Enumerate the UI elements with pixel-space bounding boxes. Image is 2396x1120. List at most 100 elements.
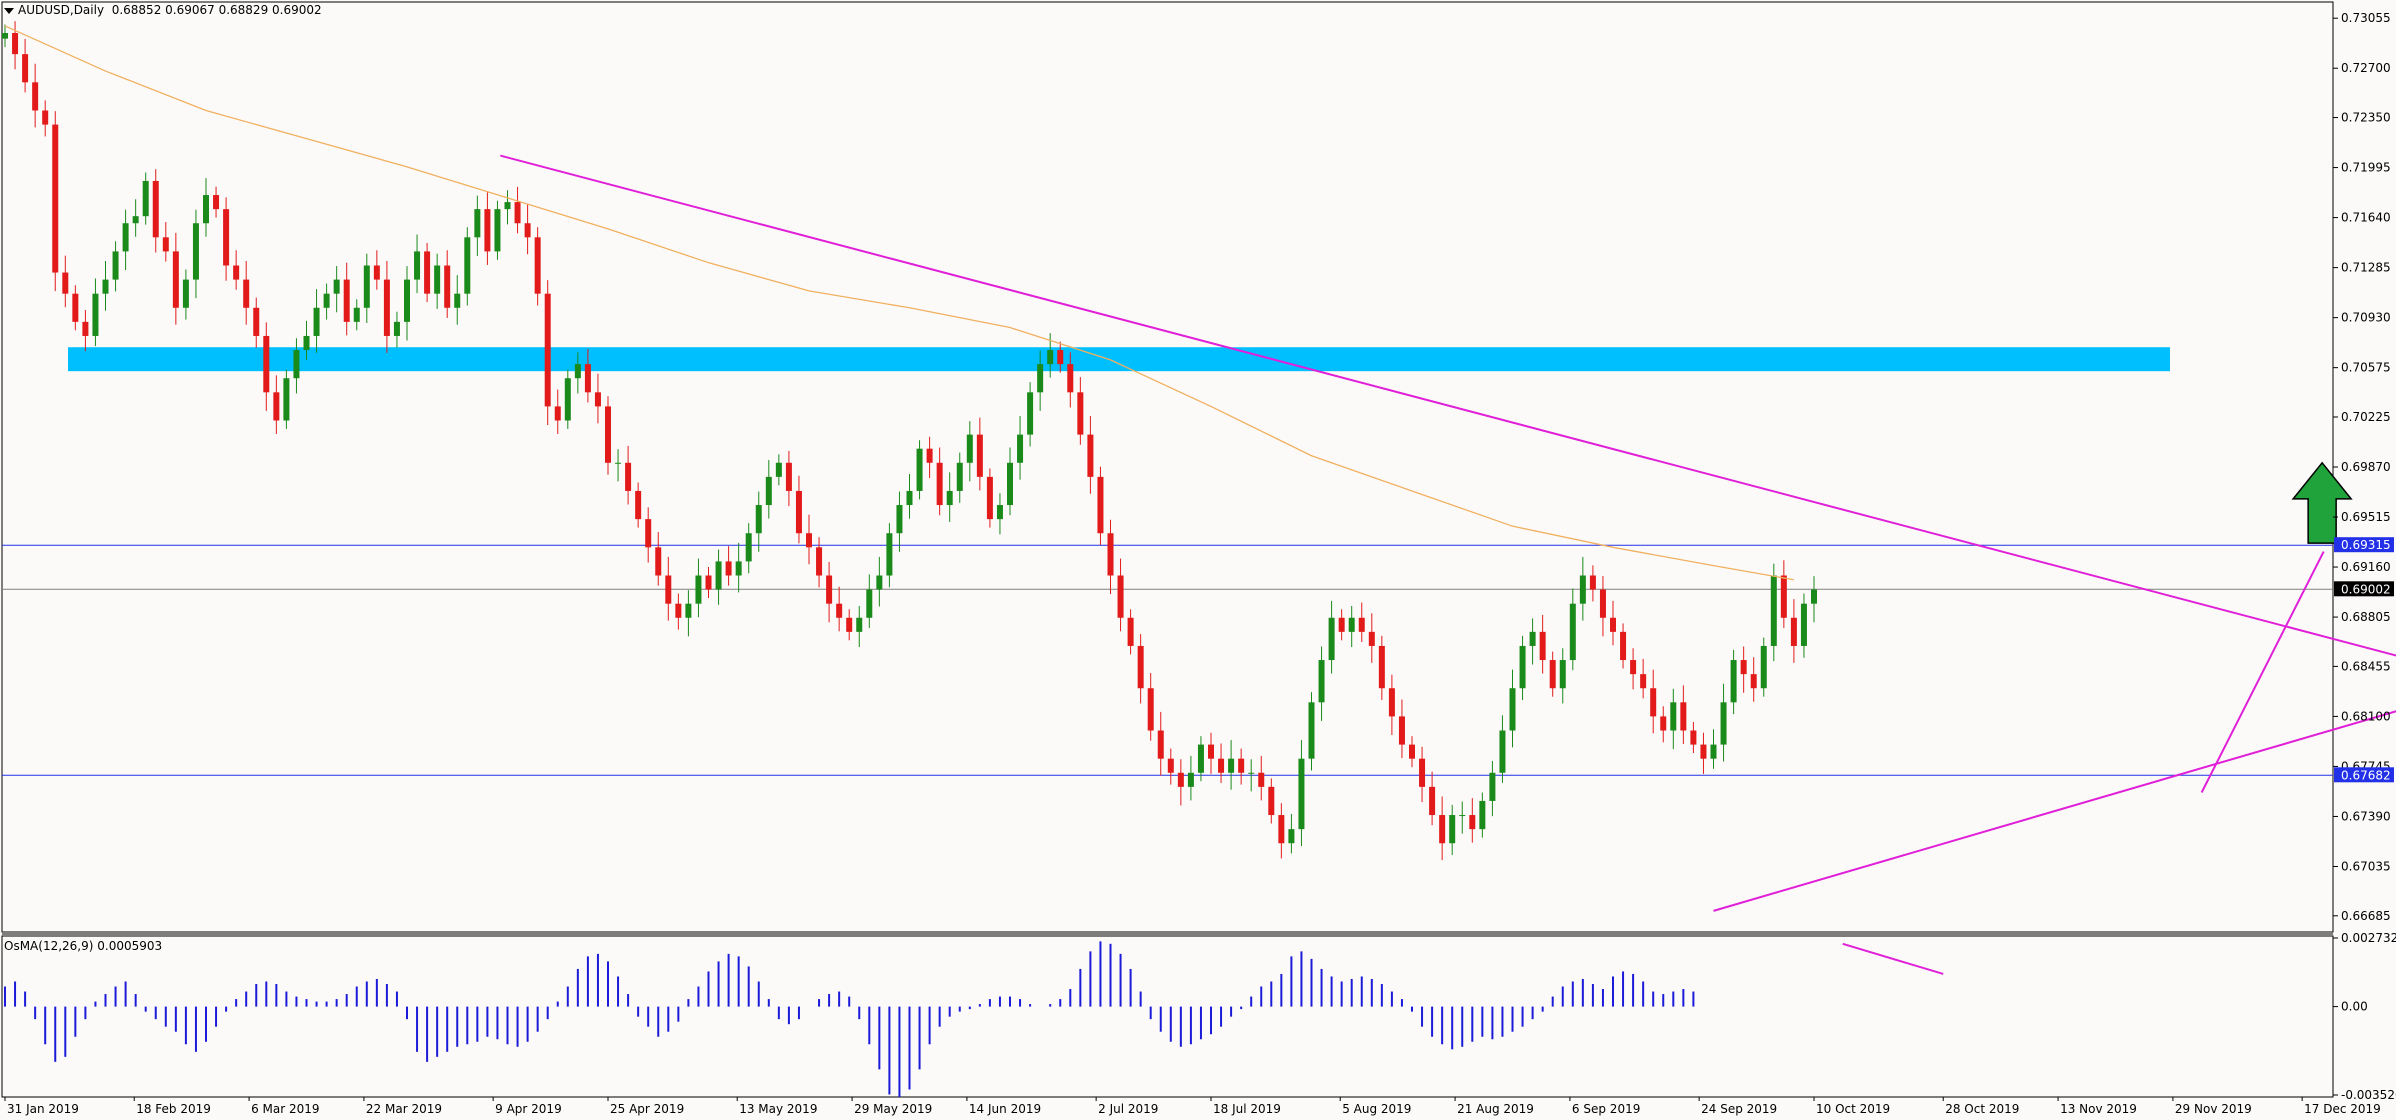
candle-body [1539, 631, 1546, 661]
candle-body [363, 265, 370, 308]
candle-body [172, 251, 179, 308]
y-tick-label: 0.70930 [2341, 311, 2391, 325]
candle-body [383, 279, 390, 336]
collapse-triangle-icon[interactable] [4, 7, 14, 14]
candle-body [1197, 744, 1204, 773]
candle-body [62, 272, 69, 294]
candle-body [675, 603, 682, 618]
candle-body [182, 279, 189, 308]
candle-body [233, 265, 240, 280]
candle-body [1750, 674, 1757, 689]
candle-body [1157, 730, 1164, 759]
candle-body [1660, 716, 1667, 731]
candle-body [263, 335, 270, 393]
candle-body [494, 209, 501, 252]
candle-body [574, 364, 581, 379]
osma-tick-label: -0.0035203 [2341, 1088, 2396, 1102]
candle-body [1378, 645, 1385, 689]
candle-body [253, 307, 260, 336]
price-panel-frame [1, 1, 2334, 933]
candle-body [1559, 660, 1566, 689]
x-tick-label: 18 Jul 2019 [1213, 1102, 1281, 1116]
candle-body [1248, 772, 1255, 774]
candle-body [775, 462, 782, 477]
candle-body [685, 603, 692, 618]
moving-average-line [4, 25, 1795, 581]
candle-body [1610, 617, 1616, 632]
candle-body [92, 293, 99, 336]
candle-body [846, 617, 853, 632]
candle-body [1358, 617, 1365, 632]
candle-body [605, 406, 611, 463]
candle-body [665, 575, 672, 604]
trendline-1 [1713, 710, 2396, 912]
x-tick-label: 21 Aug 2019 [1457, 1102, 1534, 1116]
candle-body [1640, 674, 1647, 689]
candle-body [705, 575, 712, 590]
candle-body [906, 490, 913, 506]
level-price-label-0: 0.69315 [2341, 538, 2391, 552]
x-tick-label: 28 Oct 2019 [1945, 1102, 2019, 1116]
candle-body [936, 462, 943, 506]
candle-body [12, 33, 19, 55]
candle-body [1127, 617, 1134, 646]
candle-body [32, 82, 39, 111]
candle-body [524, 223, 531, 238]
candle-body [1077, 392, 1084, 435]
candle-body [735, 561, 742, 576]
symbol-label: AUDUSD,Daily [18, 3, 105, 17]
candle-body [1419, 758, 1426, 787]
candle-body [1800, 603, 1807, 646]
candle-body [1097, 476, 1104, 534]
candle-body [1589, 575, 1596, 590]
candle-body [1047, 350, 1054, 365]
osma-divergence-line [1842, 942, 1944, 975]
candle-body [876, 575, 883, 590]
candle-body [956, 462, 963, 491]
candle-body [484, 209, 491, 252]
candle-body [42, 110, 49, 125]
candle-body [946, 490, 953, 506]
candle-body [1489, 772, 1496, 801]
candle-body [1620, 631, 1627, 661]
candle-body [1459, 815, 1466, 817]
candle-body [404, 279, 410, 322]
candle-body [1037, 364, 1044, 393]
candle-body [635, 490, 642, 520]
candle-body [795, 490, 802, 534]
candle-body [866, 589, 873, 618]
candle-body [504, 202, 511, 210]
candle-body [886, 533, 893, 576]
candle-body [715, 561, 722, 590]
candle-body [313, 307, 320, 336]
candle-body [745, 533, 752, 562]
candle-body [655, 547, 662, 576]
candle-body [303, 335, 310, 351]
candle-body [755, 505, 762, 534]
x-tick-label: 6 Mar 2019 [251, 1102, 319, 1116]
candle-body [353, 307, 360, 322]
candle-body [806, 533, 812, 548]
x-tick-label: 24 Sep 2019 [1701, 1102, 1777, 1116]
y-tick-label: 0.68100 [2341, 709, 2391, 723]
candle-body [645, 519, 652, 548]
candle-body [323, 293, 330, 308]
current-price-label-bg [2334, 581, 2394, 597]
candle-body [1680, 702, 1687, 731]
candle-body [926, 448, 933, 463]
candle-body [1177, 772, 1184, 787]
candle-body [1780, 575, 1787, 618]
candle-body [1167, 758, 1174, 773]
y-tick-label: 0.72700 [2341, 61, 2391, 75]
candle-body [584, 364, 591, 393]
candle-body [203, 195, 209, 224]
candle-body [816, 547, 823, 576]
y-tick-label: 0.72350 [2341, 111, 2391, 125]
level-price-label-0-bg [2334, 537, 2394, 553]
candle-body [1720, 702, 1727, 745]
candle-body [916, 448, 923, 491]
candle-body [1710, 744, 1717, 759]
chart-header: AUDUSD,Daily 0.68852 0.69067 0.68829 0.6… [4, 3, 322, 17]
candle-body [1208, 744, 1214, 759]
